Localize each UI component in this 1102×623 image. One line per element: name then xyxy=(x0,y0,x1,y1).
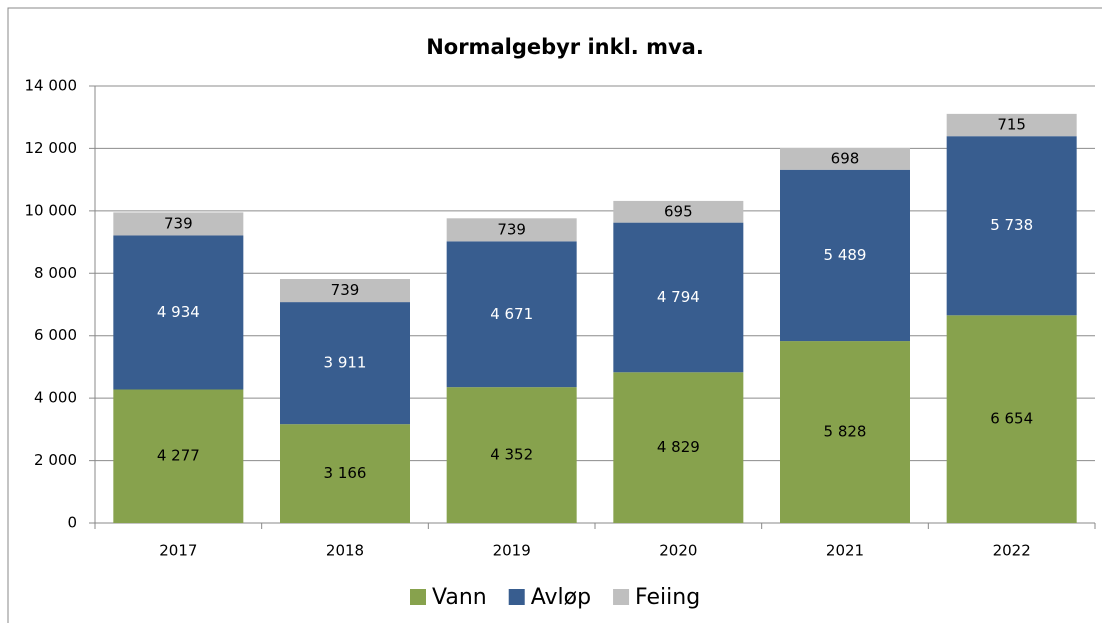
data-label: 4 352 xyxy=(490,446,533,464)
data-label: 698 xyxy=(831,149,860,167)
bar-segment xyxy=(113,212,244,236)
data-label: 5 828 xyxy=(824,423,867,441)
bar-segment xyxy=(280,424,410,523)
bar-segment xyxy=(946,136,1077,316)
x-tick-label: 2018 xyxy=(326,542,364,560)
bar-segment xyxy=(946,315,1077,523)
bar-segment xyxy=(113,389,244,523)
legend-label: Feiing xyxy=(635,585,700,610)
y-tick-label: 10 000 xyxy=(25,201,78,219)
bar-segment xyxy=(613,372,744,523)
legend-swatch xyxy=(508,589,525,605)
legend-label: Vann xyxy=(432,585,487,610)
bar-segment xyxy=(613,200,744,223)
bar-segment xyxy=(780,341,910,523)
x-tick-label: 2017 xyxy=(159,542,197,560)
y-tick-label: 8 000 xyxy=(34,264,77,282)
chart-title: Normalgebyr inkl. mva. xyxy=(426,35,704,59)
data-label: 3 911 xyxy=(324,354,367,372)
data-label: 4 671 xyxy=(490,305,533,323)
x-tick-label: 2021 xyxy=(826,542,864,560)
bar-segment xyxy=(613,222,744,373)
bar-segment xyxy=(446,241,577,388)
bar-segment xyxy=(780,147,910,170)
data-label: 5 489 xyxy=(824,246,867,264)
bar-segment xyxy=(446,218,577,242)
x-tick-label: 2019 xyxy=(493,542,531,560)
data-label: 3 166 xyxy=(324,464,367,482)
y-tick-label: 6 000 xyxy=(34,326,77,344)
legend-label: Avløp xyxy=(531,585,591,610)
y-tick-label: 14 000 xyxy=(25,77,78,95)
data-label: 739 xyxy=(164,214,193,232)
bar-segment xyxy=(280,302,410,425)
data-label: 4 829 xyxy=(657,438,700,456)
y-tick-label: 0 xyxy=(67,514,77,532)
legend-swatch xyxy=(410,589,426,605)
bar-segment xyxy=(946,113,1077,137)
data-label: 5 738 xyxy=(990,216,1033,234)
bar-segment xyxy=(446,387,577,523)
data-label: 739 xyxy=(331,281,360,299)
y-tick-label: 4 000 xyxy=(34,389,77,407)
y-tick-label: 12 000 xyxy=(25,139,78,157)
chart-frame xyxy=(7,7,1102,623)
data-label: 739 xyxy=(497,220,526,238)
data-label: 715 xyxy=(997,116,1026,134)
y-tick-label: 2 000 xyxy=(34,451,77,469)
bar-segment xyxy=(280,279,410,303)
bar-segment xyxy=(780,169,910,342)
data-label: 4 277 xyxy=(157,447,200,465)
bar-segment xyxy=(113,235,244,390)
x-tick-label: 2022 xyxy=(993,542,1031,560)
x-tick-label: 2020 xyxy=(659,542,697,560)
data-label: 4 934 xyxy=(157,303,200,321)
data-label: 4 794 xyxy=(657,288,700,306)
legend-swatch xyxy=(613,589,630,605)
data-label: 695 xyxy=(664,202,693,220)
data-label: 6 654 xyxy=(990,410,1033,428)
